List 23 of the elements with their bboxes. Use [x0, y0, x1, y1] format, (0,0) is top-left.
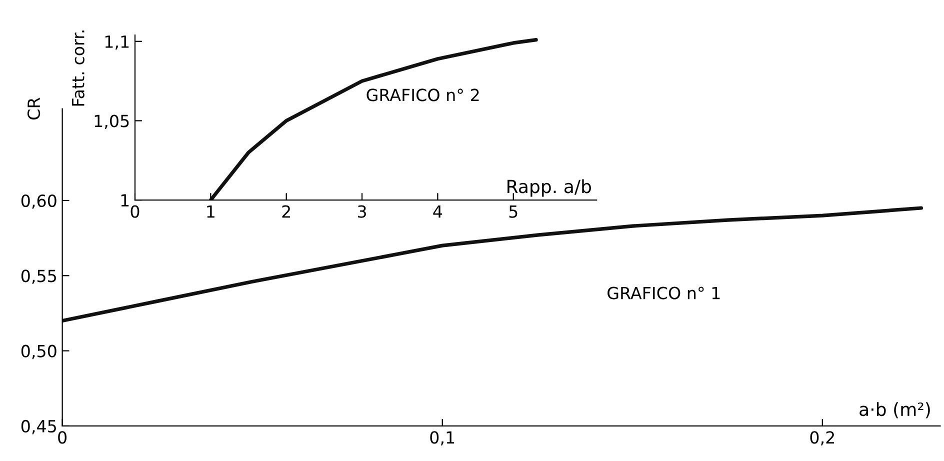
y-tick-label: 1,05	[94, 114, 129, 129]
y-tick-label: 1	[121, 194, 129, 206]
x-tick-label: 0	[130, 205, 140, 218]
x-tick-label: 1	[207, 205, 214, 218]
x-tick-label: 0	[58, 431, 66, 444]
annotation: GRAFICO n° 2	[366, 88, 479, 102]
x-tick-label: 0,1	[430, 431, 454, 446]
x-tick-label: 4	[433, 205, 442, 218]
line-series	[62, 206, 924, 323]
y-axis-title: Fatt. corr.	[72, 30, 84, 106]
x-axis-title: Rapp. a/b	[508, 179, 592, 197]
x-tick-label: 2	[282, 205, 290, 218]
y-tick-label: 1,1	[105, 36, 129, 50]
x-axis-title: a·b (m²)	[860, 402, 930, 418]
y-tick-label: 0,60	[21, 194, 56, 209]
x-tick-label: 3	[358, 205, 366, 218]
x-tick-label: 0,2	[810, 431, 834, 446]
y-axis-title: CR	[27, 98, 40, 120]
annotation: GRAFICO n° 1	[608, 286, 720, 300]
x-tick-label: 5	[509, 205, 518, 218]
y-tick-label: 0,50	[21, 344, 56, 360]
y-tick-label: 0,45	[21, 420, 56, 434]
y-tick-label: 0,55	[21, 270, 56, 284]
